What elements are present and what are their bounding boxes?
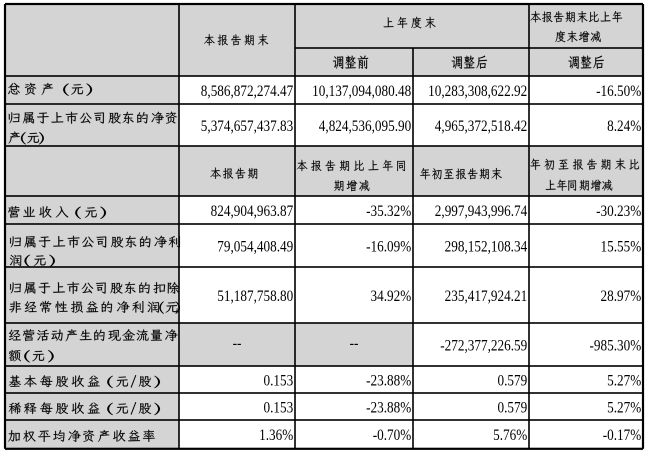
svg-text:0.579: 0.579 — [497, 400, 527, 418]
svg-text:-16.09%: -16.09% — [366, 239, 411, 257]
svg-text:1.36%: 1.36% — [259, 427, 293, 445]
svg-text:4,965,372,518.42: 4,965,372,518.42 — [435, 118, 527, 136]
svg-text:51,187,758.80: 51,187,758.80 — [217, 288, 293, 306]
svg-text:5.76%: 5.76% — [493, 427, 527, 445]
svg-text:-0.17%: -0.17% — [603, 427, 642, 445]
svg-text:-30.23%: -30.23% — [596, 203, 641, 221]
svg-text:824,904,963.87: 824,904,963.87 — [211, 203, 294, 221]
svg-text:0.153: 0.153 — [263, 400, 293, 418]
svg-text:-16.50%: -16.50% — [596, 83, 641, 101]
svg-text:-272,377,226.59: -272,377,226.59 — [440, 338, 527, 356]
svg-text:--: -- — [350, 335, 359, 353]
svg-text:-985.30%: -985.30% — [589, 338, 641, 356]
svg-text:28.97%: 28.97% — [600, 288, 641, 306]
svg-text:8.24%: 8.24% — [607, 118, 641, 136]
svg-text:-23.88%: -23.88% — [366, 400, 411, 418]
svg-text:0.579: 0.579 — [497, 373, 527, 391]
svg-text:2,997,943,996.74: 2,997,943,996.74 — [435, 203, 528, 221]
svg-text:5.27%: 5.27% — [607, 373, 641, 391]
svg-text:5,374,657,437.83: 5,374,657,437.83 — [201, 118, 293, 136]
svg-text:79,054,408.49: 79,054,408.49 — [217, 239, 293, 257]
svg-text:4,824,536,095.90: 4,824,536,095.90 — [319, 118, 411, 136]
svg-text:235,417,924.21: 235,417,924.21 — [445, 288, 528, 306]
svg-text:10,283,308,622.92: 10,283,308,622.92 — [428, 83, 527, 101]
svg-text:5.27%: 5.27% — [607, 400, 641, 418]
svg-text:-23.88%: -23.88% — [366, 373, 411, 391]
svg-text:0.153: 0.153 — [263, 373, 293, 391]
svg-text:15.55%: 15.55% — [600, 239, 641, 257]
svg-text:--: -- — [233, 335, 242, 353]
svg-text:34.92%: 34.92% — [370, 288, 411, 306]
svg-text:8,586,872,274.47: 8,586,872,274.47 — [201, 83, 293, 101]
svg-text:-35.32%: -35.32% — [366, 203, 411, 221]
svg-text:10,137,094,080.48: 10,137,094,080.48 — [312, 83, 411, 101]
svg-text:298,152,108.34: 298,152,108.34 — [445, 239, 528, 257]
svg-text:-0.70%: -0.70% — [373, 427, 412, 445]
